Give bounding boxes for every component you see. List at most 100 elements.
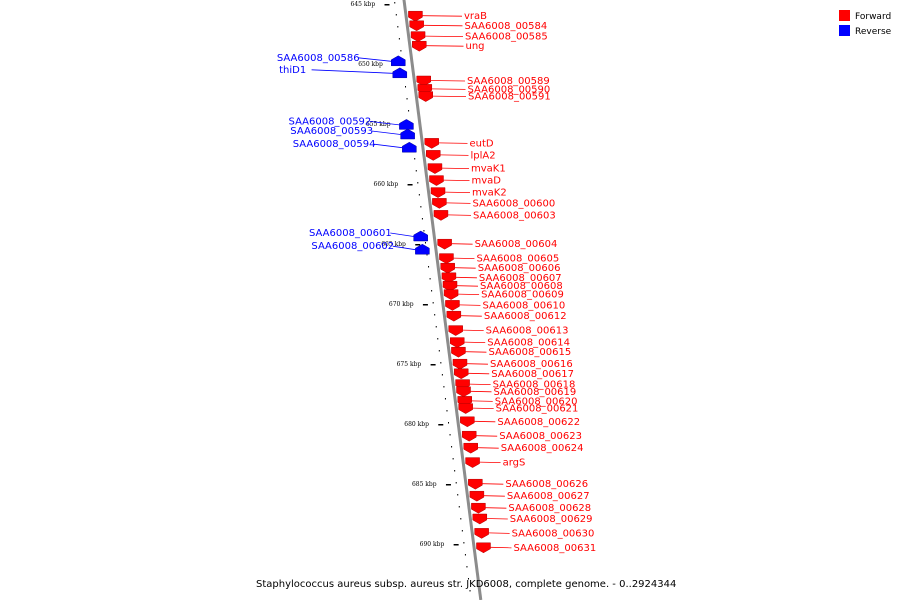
tick-dot (452, 458, 454, 460)
gene-label[interactable]: SAA6008_00585 (465, 32, 548, 43)
gene-feature-reverse[interactable] (391, 55, 406, 67)
gene-feature-forward[interactable] (409, 20, 424, 32)
gene-label[interactable]: SAA6008_00589 (467, 76, 550, 87)
gene-label[interactable]: SAA6008_00604 (475, 239, 558, 250)
gene-feature-forward[interactable] (445, 300, 460, 311)
gene-feature-forward[interactable] (446, 310, 462, 322)
gene-feature-reverse[interactable] (399, 119, 414, 130)
gene-feature-forward[interactable] (448, 325, 463, 336)
gene-feature-forward[interactable] (440, 262, 455, 274)
gene-label[interactable]: SAA6008_00602 (311, 241, 394, 252)
gene-feature-forward[interactable] (452, 358, 468, 370)
gene-label[interactable]: SAA6008_00590 (468, 84, 551, 95)
gene-feature-forward[interactable] (416, 75, 431, 87)
gene-label[interactable]: SAA6008_00608 (480, 281, 563, 292)
gene-label[interactable]: SAA6008_00630 (512, 528, 595, 539)
tick-mark (445, 484, 451, 486)
gene-label[interactable]: mvaK2 (472, 188, 507, 199)
gene-label[interactable]: SAA6008_00622 (497, 417, 580, 428)
gene-label[interactable]: vraB (464, 11, 487, 22)
gene-label[interactable]: SAA6008_00620 (495, 396, 578, 407)
gene-label[interactable]: mvaK1 (471, 164, 506, 175)
gene-feature-forward[interactable] (460, 416, 475, 428)
gene-label[interactable]: mvaD (472, 176, 502, 187)
gene-label[interactable]: SAA6008_00612 (484, 311, 567, 322)
gene-feature-forward[interactable] (458, 403, 473, 414)
gene-label[interactable]: SAA6008_00603 (473, 210, 556, 221)
tick-label: 675 kbp (397, 361, 422, 368)
gene-feature-reverse[interactable] (400, 128, 415, 140)
gene-label[interactable]: SAA6008_00610 (482, 300, 565, 311)
gene-feature-forward[interactable] (451, 346, 466, 358)
gene-feature-forward[interactable] (410, 31, 426, 42)
gene-label[interactable]: SAA6008_00584 (465, 21, 548, 32)
gene-feature-reverse[interactable] (392, 67, 408, 79)
gene-label[interactable]: thiD1 (279, 65, 306, 76)
gene-feature-forward[interactable] (453, 368, 469, 380)
gene-label[interactable]: SAA6008_00631 (513, 543, 596, 554)
gene-feature-reverse[interactable] (402, 141, 417, 153)
gene-label[interactable]: SAA6008_00593 (290, 126, 373, 137)
gene-label[interactable]: eutD (470, 138, 494, 149)
gene-label[interactable]: SAA6008_00594 (293, 139, 376, 150)
gene-label[interactable]: SAA6008_00617 (491, 369, 574, 380)
gene-feature-forward[interactable] (469, 490, 485, 502)
gene-feature-forward[interactable] (472, 513, 488, 525)
gene-feature-forward[interactable] (468, 478, 483, 490)
gene-feature-forward[interactable] (463, 442, 478, 454)
gene-label[interactable]: SAA6008_00623 (499, 431, 582, 442)
gene-feature-forward[interactable] (424, 138, 439, 149)
tick-dot (420, 206, 422, 208)
gene-feature-forward[interactable] (471, 502, 486, 514)
gene-feature-forward[interactable] (412, 40, 427, 52)
gene-label[interactable]: SAA6008_00618 (493, 380, 576, 391)
gene-label[interactable]: SAA6008_00615 (488, 347, 571, 358)
gene-label[interactable]: lplA2 (471, 150, 496, 161)
gene-label[interactable]: ung (466, 41, 485, 52)
gene-feature-forward[interactable] (461, 430, 477, 442)
gene-label[interactable]: SAA6008_00609 (481, 290, 564, 301)
gene-label[interactable]: SAA6008_00600 (473, 198, 556, 209)
gene-feature-forward[interactable] (456, 386, 471, 398)
gene-label[interactable]: SAA6008_00629 (510, 514, 593, 525)
gene-feature-forward[interactable] (432, 198, 447, 209)
gene-feature-forward[interactable] (418, 91, 433, 102)
gene-label[interactable]: SAA6008_00621 (496, 404, 579, 415)
gene-feature-reverse[interactable] (415, 243, 430, 255)
gene-label[interactable]: SAA6008_00626 (505, 479, 588, 490)
gene-feature-forward[interactable] (430, 187, 446, 198)
gene-feature-forward[interactable] (433, 210, 449, 221)
gene-feature-forward[interactable] (408, 10, 423, 22)
gene-label[interactable]: SAA6008_00607 (479, 273, 562, 284)
gene-feature-forward[interactable] (476, 542, 491, 554)
gene-feature-forward[interactable] (442, 280, 458, 292)
gene-label[interactable]: SAA6008_00624 (501, 443, 584, 454)
gene-feature-forward[interactable] (474, 528, 489, 539)
gene-label[interactable]: SAA6008_00591 (468, 92, 551, 103)
gene-label[interactable]: SAA6008_00601 (309, 228, 392, 239)
gene-label[interactable]: SAA6008_00606 (478, 263, 561, 274)
gene-label[interactable]: SAA6008_00614 (487, 338, 570, 349)
gene-label[interactable]: SAA6008_00627 (507, 491, 590, 502)
gene-label[interactable]: SAA6008_00592 (289, 116, 372, 127)
gene-feature-forward[interactable] (443, 289, 459, 300)
gene-feature-forward[interactable] (439, 253, 454, 264)
gene-feature-forward[interactable] (465, 457, 480, 468)
gene-feature-forward[interactable] (429, 175, 444, 186)
gene-label[interactable]: SAA6008_00619 (494, 387, 577, 398)
gene-feature-forward[interactable] (426, 150, 441, 161)
gene-feature-reverse[interactable] (413, 230, 428, 242)
gene-label[interactable]: SAA6008_00586 (277, 53, 360, 64)
gene-label[interactable]: SAA6008_00605 (476, 254, 559, 265)
gene-label[interactable]: argS (503, 458, 526, 469)
gene-feature-forward[interactable] (441, 272, 457, 284)
label-leader (447, 214, 472, 216)
gene-feature-forward[interactable] (427, 163, 443, 174)
gene-feature-forward[interactable] (449, 337, 465, 348)
gene-label[interactable]: SAA6008_00613 (486, 326, 569, 337)
tick-dot (446, 410, 448, 412)
gene-label[interactable]: SAA6008_00628 (508, 503, 591, 514)
gene-feature-forward[interactable] (437, 238, 452, 250)
gene-label[interactable]: SAA6008_00616 (490, 359, 573, 370)
tick-dot (408, 110, 410, 112)
